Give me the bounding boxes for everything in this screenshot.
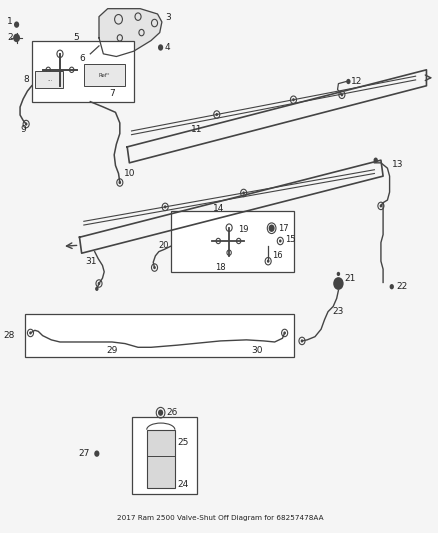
Text: 13: 13 xyxy=(392,160,403,169)
Circle shape xyxy=(29,332,32,335)
Circle shape xyxy=(283,332,286,335)
Circle shape xyxy=(267,260,269,263)
Text: 1: 1 xyxy=(7,18,13,27)
Text: 22: 22 xyxy=(396,282,407,291)
Text: 15: 15 xyxy=(285,236,295,245)
Circle shape xyxy=(346,79,350,84)
Text: 10: 10 xyxy=(124,169,136,178)
Circle shape xyxy=(25,123,28,126)
Circle shape xyxy=(158,44,163,51)
Circle shape xyxy=(14,21,19,28)
Text: 2017 Ram 2500 Valve-Shut Off Diagram for 68257478AA: 2017 Ram 2500 Valve-Shut Off Diagram for… xyxy=(117,514,324,521)
Bar xyxy=(147,430,175,488)
Text: 3: 3 xyxy=(165,13,171,22)
Text: 31: 31 xyxy=(85,257,97,265)
Bar xyxy=(170,211,294,272)
Text: 6: 6 xyxy=(79,54,85,62)
Circle shape xyxy=(94,450,99,457)
Text: 19: 19 xyxy=(238,225,248,234)
Circle shape xyxy=(374,158,378,163)
Text: 4: 4 xyxy=(165,43,170,52)
Bar xyxy=(25,314,294,357)
Text: 18: 18 xyxy=(215,263,226,272)
Bar xyxy=(131,417,197,494)
Text: 11: 11 xyxy=(191,125,202,134)
Text: 29: 29 xyxy=(106,346,118,355)
Text: 24: 24 xyxy=(177,480,188,489)
Circle shape xyxy=(164,205,166,208)
Text: 25: 25 xyxy=(177,439,188,448)
Text: 28: 28 xyxy=(3,331,14,340)
Text: 5: 5 xyxy=(74,34,79,43)
Text: ...: ... xyxy=(47,77,52,83)
Bar xyxy=(32,41,134,102)
Circle shape xyxy=(268,224,275,232)
Circle shape xyxy=(153,266,156,269)
Text: 2: 2 xyxy=(7,34,13,43)
Circle shape xyxy=(292,98,295,101)
Text: 26: 26 xyxy=(167,408,178,417)
Bar xyxy=(84,64,125,86)
Circle shape xyxy=(333,277,344,290)
Circle shape xyxy=(215,113,218,116)
Text: 27: 27 xyxy=(78,449,89,458)
Circle shape xyxy=(13,34,20,42)
Text: 7: 7 xyxy=(109,88,115,98)
Circle shape xyxy=(119,181,121,184)
Circle shape xyxy=(279,239,282,243)
Text: Ref°: Ref° xyxy=(99,72,110,78)
Bar xyxy=(35,71,64,88)
Text: 30: 30 xyxy=(252,346,263,355)
Text: 14: 14 xyxy=(212,204,224,213)
Circle shape xyxy=(389,284,394,289)
Text: 17: 17 xyxy=(278,224,288,233)
Circle shape xyxy=(341,93,343,96)
Circle shape xyxy=(158,409,163,416)
Circle shape xyxy=(300,340,303,343)
Polygon shape xyxy=(99,9,162,56)
Text: 23: 23 xyxy=(332,307,344,316)
Text: 21: 21 xyxy=(344,273,355,282)
Text: 12: 12 xyxy=(350,77,362,86)
Text: 20: 20 xyxy=(159,241,170,250)
Circle shape xyxy=(337,272,340,276)
Circle shape xyxy=(98,282,100,285)
Text: 8: 8 xyxy=(23,75,29,84)
Circle shape xyxy=(380,204,382,207)
Text: 16: 16 xyxy=(272,252,282,260)
Text: 9: 9 xyxy=(20,125,26,134)
Circle shape xyxy=(242,191,245,195)
Circle shape xyxy=(95,287,99,291)
